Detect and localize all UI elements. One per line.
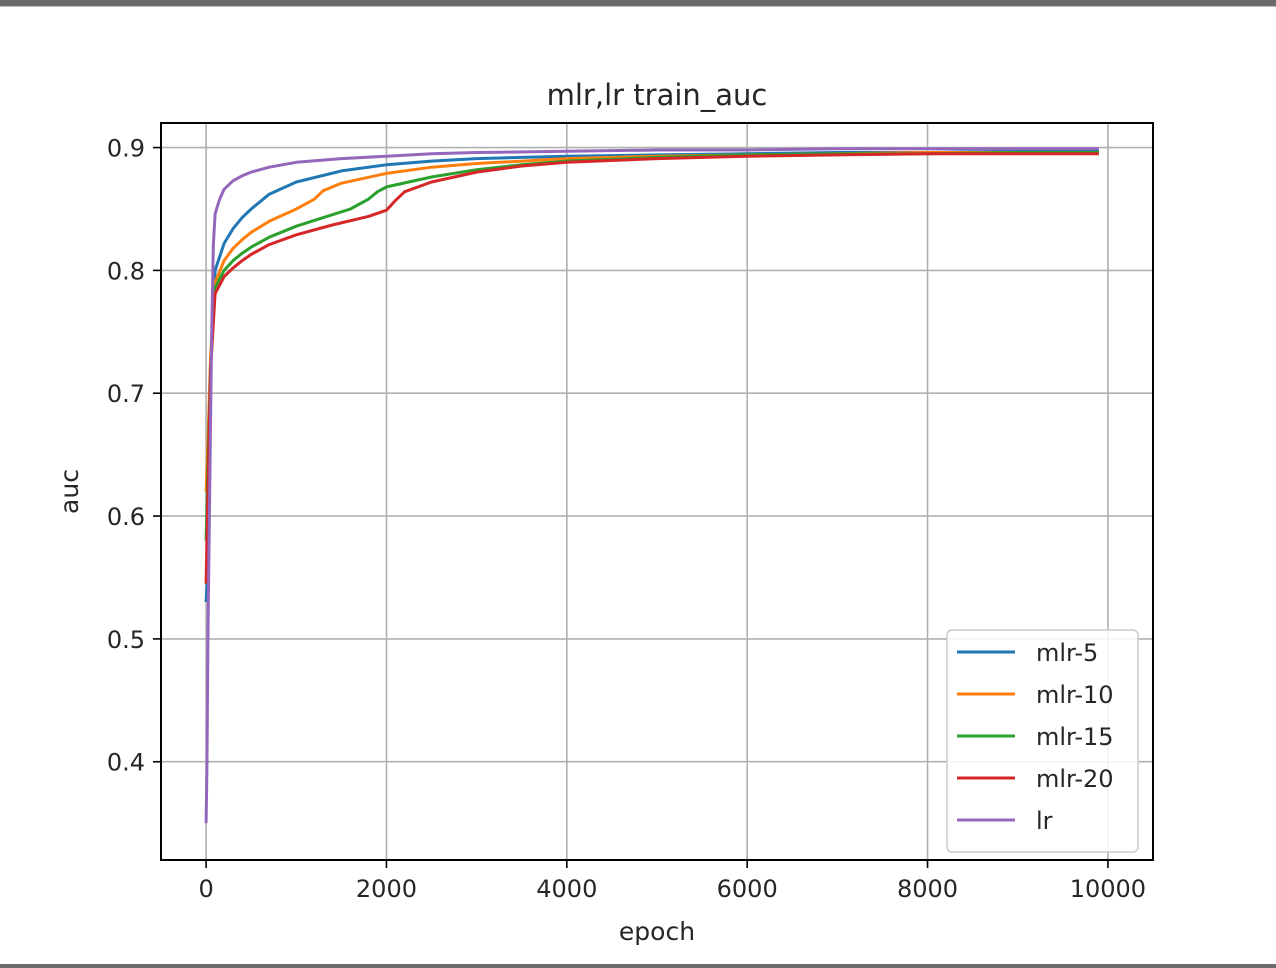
window-bottom-border xyxy=(0,964,1276,968)
x-tick-label: 0 xyxy=(198,875,213,903)
x-tick-label: 8000 xyxy=(897,875,958,903)
x-tick-label: 6000 xyxy=(717,875,778,903)
series-lines xyxy=(204,147,1099,824)
legend-label-mlr-5: mlr-5 xyxy=(1036,639,1098,667)
series-line-mlr-15 xyxy=(204,151,1099,541)
legend-label-mlr-15: mlr-15 xyxy=(1036,723,1114,751)
legend-label-mlr-20: mlr-20 xyxy=(1036,765,1114,793)
window-top-border xyxy=(0,0,1276,7)
y-tick-label: 0.5 xyxy=(107,626,145,654)
legend-box xyxy=(946,629,1139,853)
y-tick-label: 0.7 xyxy=(107,380,145,408)
x-tick-label: 4000 xyxy=(536,875,597,903)
series-line-mlr-20 xyxy=(204,152,1099,584)
series-line-mlr-10 xyxy=(204,151,1099,492)
legend-label-mlr-10: mlr-10 xyxy=(1036,681,1114,709)
plot-area-frame xyxy=(160,122,1154,861)
y-axis-label: auc xyxy=(55,469,84,514)
axis-ticks: 0 2000 4000 6000 8000 10000 0.4 0.5 0.6 0.7 0.8 0.9 xyxy=(107,135,1146,903)
series-line-lr xyxy=(204,147,1099,824)
x-tick-label: 10000 xyxy=(1070,875,1146,903)
x-axis-label: epoch xyxy=(619,917,695,946)
y-tick-label: 0.9 xyxy=(107,135,145,163)
legend: mlr-5 mlr-10 mlr-15 mlr-20 lr xyxy=(946,629,1139,853)
y-tick-label: 0.8 xyxy=(107,257,145,285)
y-tick-label: 0.6 xyxy=(107,503,145,531)
chart-title: mlr,lr train_auc xyxy=(547,78,768,112)
x-tick-label: 2000 xyxy=(356,875,417,903)
y-tick-label: 0.4 xyxy=(107,749,145,777)
series-line-mlr-5 xyxy=(204,149,1099,603)
legend-label-lr: lr xyxy=(1036,807,1053,835)
